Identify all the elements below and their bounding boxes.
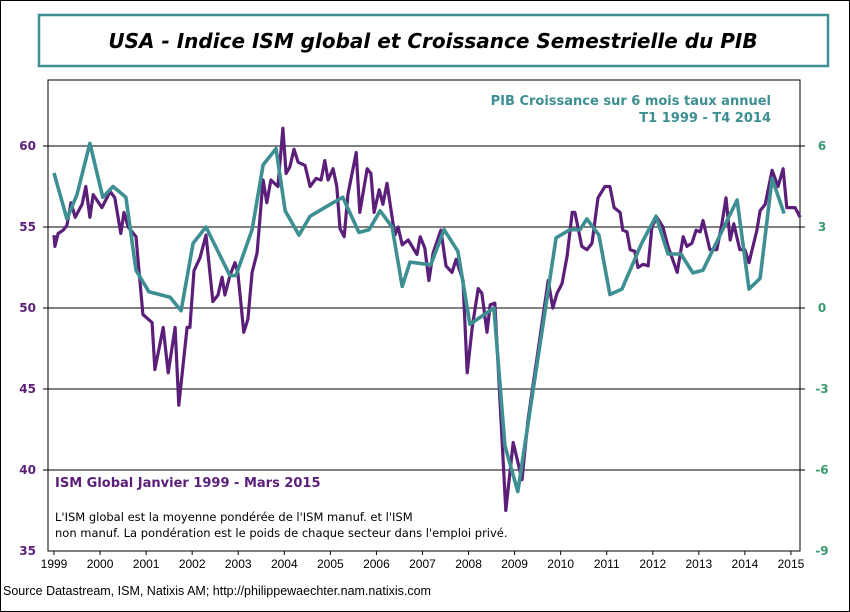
- x-tick-label: 2006: [363, 557, 390, 571]
- x-tick-label: 2010: [547, 557, 574, 571]
- left-axis: 35 40 45 50 55 60: [19, 139, 36, 558]
- x-tick-label: 1999: [41, 557, 68, 571]
- series-lines: [52, 126, 802, 513]
- x-tick-label: 2014: [732, 557, 759, 571]
- x-tick-label: 2008: [455, 557, 482, 571]
- right-tick-label: -3: [815, 382, 828, 396]
- gdp-line: [52, 141, 786, 494]
- x-tick-label: 2004: [271, 557, 298, 571]
- x-tick-label: 2002: [179, 557, 206, 571]
- title-box: [37, 13, 830, 68]
- right-axis: -9 -6 -3 0 3 6: [815, 139, 828, 558]
- gdp-period-label: T1 1999 - T4 2014: [639, 111, 771, 126]
- gdp-series-label: PIB Croissance sur 6 mois taux annuel: [491, 94, 771, 109]
- plot-frame: [47, 79, 801, 552]
- right-tick-label: -6: [815, 463, 828, 477]
- source-text: Source Datastream, ISM, Natixis AM; http…: [3, 584, 431, 598]
- chart-title: USA - Indice ISM global et Croissance Se…: [108, 29, 757, 53]
- note-line-1: L'ISM global est la moyenne pondérée de …: [55, 510, 413, 524]
- ism-line: [52, 126, 802, 513]
- x-tick-label: 2000: [87, 557, 114, 571]
- right-tick-label: -9: [815, 544, 828, 558]
- gridlines: [43, 145, 805, 471]
- x-tick-label: 2005: [317, 557, 344, 571]
- left-tick-label: 45: [19, 382, 36, 396]
- x-tick-label: 2007: [409, 557, 436, 571]
- x-tick-label: 2009: [501, 557, 528, 571]
- x-tick-label: 2001: [133, 557, 160, 571]
- right-tick-label: 6: [818, 139, 826, 153]
- right-tick-label: 0: [818, 301, 826, 315]
- left-tick-label: 60: [19, 139, 36, 153]
- left-tick-label: 50: [19, 301, 36, 315]
- x-axis: 1999 2000 2001 2002 2003 2004 2005 2006 2007 2008…: [41, 551, 805, 571]
- left-tick-label: 55: [19, 220, 36, 234]
- ism-series-label: ISM Global Janvier 1999 - Mars 2015: [55, 476, 321, 491]
- x-tick-label: 2003: [225, 557, 252, 571]
- note-line-2: non manuf. La pondération est le poids d…: [55, 526, 508, 540]
- x-tick-label: 2013: [685, 557, 712, 571]
- left-tick-label: 40: [19, 463, 36, 477]
- left-tick-label: 35: [19, 544, 36, 558]
- x-tick-label: 2015: [778, 557, 805, 571]
- x-tick-label: 2012: [639, 557, 666, 571]
- right-tick-label: 3: [818, 220, 826, 234]
- x-tick-label: 2011: [594, 557, 620, 571]
